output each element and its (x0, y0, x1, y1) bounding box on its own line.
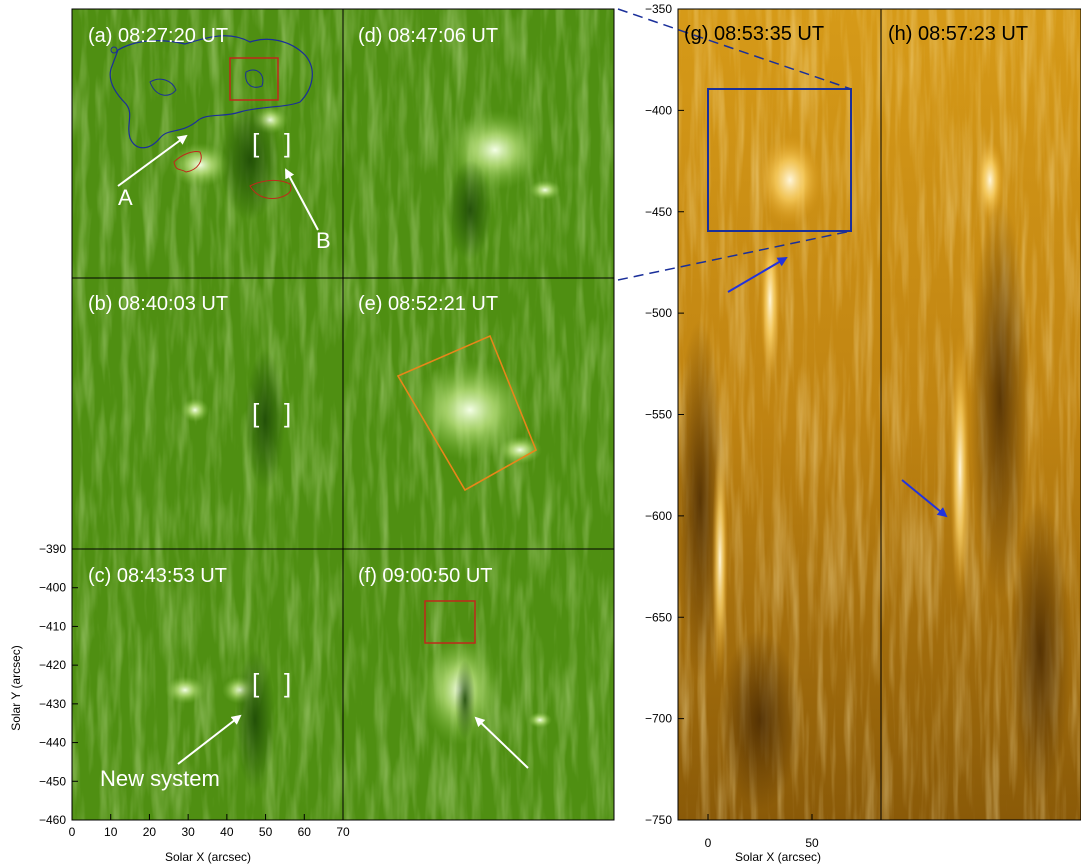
y-tick-label: −550 (645, 408, 672, 422)
arrow-h (901, 479, 948, 518)
y-tick-label: −410 (39, 619, 66, 633)
red-box (424, 600, 476, 644)
x-tick-label: 50 (259, 825, 273, 839)
y-tick-label: −650 (645, 610, 672, 624)
x-tick-label: 50 (805, 836, 819, 850)
y-tick-label: −430 (39, 697, 66, 711)
y-tick-label: −440 (39, 736, 66, 750)
left-y-axis-label: Solar Y (arcsec) (9, 645, 23, 731)
marker-a: A (118, 185, 133, 210)
euv-image-e (343, 278, 614, 549)
bracket-right: ] (284, 668, 291, 698)
panel-d-label: (d) 08:47:06 UT (358, 25, 498, 47)
blue-contour (110, 46, 118, 54)
y-tick-label: −450 (39, 774, 66, 788)
red-contour (249, 179, 292, 199)
arrow-f (474, 716, 529, 769)
y-tick-label: −350 (645, 2, 672, 16)
panel-a-overlays (109, 35, 319, 231)
marker-b: B (316, 228, 331, 253)
arrow-g (727, 256, 788, 293)
arrow-new-system (177, 714, 242, 765)
y-tick-label: −460 (39, 813, 66, 827)
x-tick-label: 60 (298, 825, 312, 839)
orange-box (396, 334, 538, 492)
bracket-right: ] (284, 128, 291, 158)
right-x-axis-label: Solar X (arcsec) (735, 850, 821, 864)
bracket-left: [ (252, 668, 260, 698)
panel-a-label: (a) 08:27:20 UT (88, 25, 228, 47)
panel-f-label: (f) 09:00:50 UT (358, 565, 493, 587)
connector-line (617, 230, 852, 281)
y-tick-label: −450 (645, 205, 672, 219)
x-tick-label: 0 (705, 836, 712, 850)
blue-contour (109, 35, 313, 149)
euv-image-h (881, 9, 1081, 820)
panel-h-label: (h) 08:57:23 UT (888, 23, 1028, 45)
panel-frame (880, 8, 1081, 821)
y-tick-label: −390 (39, 542, 66, 556)
euv-image-g (678, 9, 881, 820)
new-system-label: New system (100, 766, 220, 791)
euv-image-c (72, 549, 343, 820)
red-box (229, 57, 279, 101)
x-tick-label: 0 (69, 825, 76, 839)
panel-frame (342, 548, 615, 821)
bracket-left: [ (252, 128, 260, 158)
connector-line (617, 8, 852, 90)
y-tick-label: −500 (645, 306, 672, 320)
euv-image-a (72, 9, 343, 278)
blue-contour (245, 69, 264, 88)
arrow-a (117, 134, 188, 187)
blue-box (707, 88, 852, 232)
panel-c-label: (c) 08:43:53 UT (88, 565, 227, 587)
panel-g-label: (g) 08:53:35 UT (684, 23, 824, 45)
y-tick-label: −700 (645, 712, 672, 726)
bracket-right: ] (284, 398, 291, 428)
y-tick-label: −420 (39, 658, 66, 672)
blue-contour (149, 78, 177, 96)
x-tick-label: 30 (181, 825, 195, 839)
euv-image-f (343, 549, 614, 820)
x-tick-label: 70 (336, 825, 350, 839)
y-tick-label: −750 (645, 813, 672, 827)
left-x-axis-label: Solar X (arcsec) (165, 850, 251, 864)
x-tick-label: 40 (220, 825, 234, 839)
euv-image-d (343, 9, 614, 278)
bracket-left: [ (252, 398, 260, 428)
red-contour (173, 151, 202, 173)
x-tick-label: 10 (104, 825, 118, 839)
euv-image-b (72, 278, 343, 549)
panel-e-label: (e) 08:52:21 UT (358, 293, 498, 315)
panel-b-label: (b) 08:40:03 UT (88, 293, 228, 315)
x-tick-label: 20 (143, 825, 157, 839)
y-tick-label: −400 (39, 581, 66, 595)
y-tick-label: −600 (645, 509, 672, 523)
y-tick-label: −400 (645, 103, 672, 117)
arrow-b (285, 168, 319, 231)
